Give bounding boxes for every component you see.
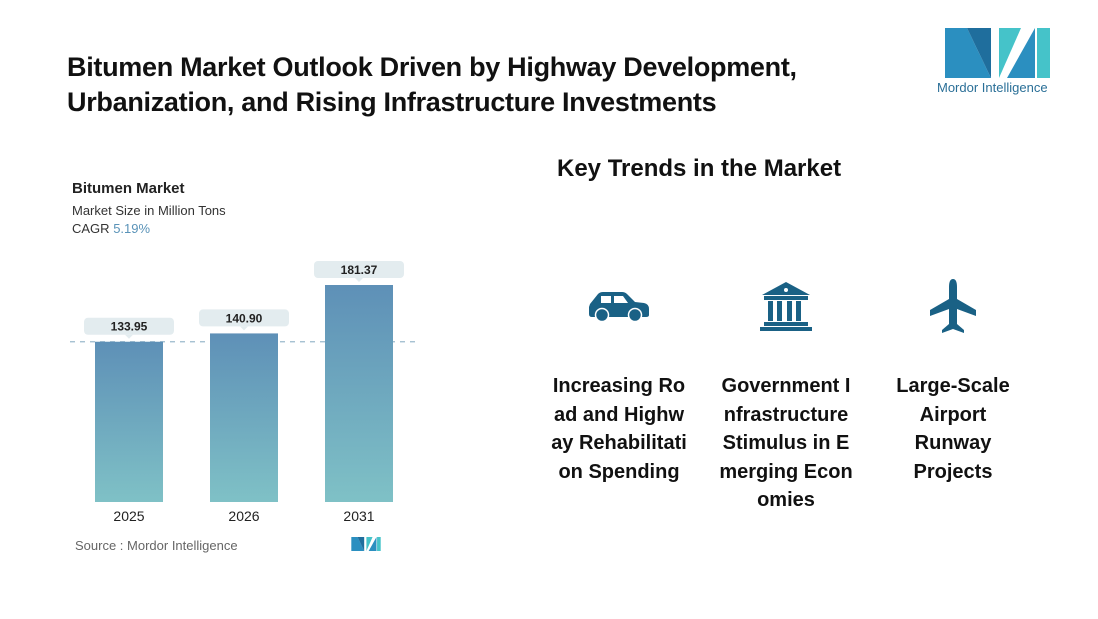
- bar-2025: [95, 341, 163, 502]
- value-label: 181.37: [341, 263, 378, 277]
- car-icon: [589, 292, 649, 322]
- value-label-pointer: [125, 334, 133, 339]
- title-line-1: Bitumen Market Outlook Driven by Highway…: [67, 52, 797, 82]
- mordor-intelligence-logo: [945, 28, 1050, 78]
- page-title: Bitumen Market Outlook Driven by Highway…: [67, 50, 797, 120]
- source-logo-icon: [351, 537, 381, 551]
- x-tick-label: 2026: [228, 508, 259, 524]
- cagr-value: 5.19%: [113, 221, 151, 236]
- trend-airport-runway: Large-Scale Airport Runway Projects: [896, 375, 1010, 483]
- x-tick-label: 2031: [343, 508, 374, 524]
- value-label-bg: [199, 309, 289, 327]
- bar-2026: [210, 333, 278, 502]
- trend-government-stimulus: Government Infrastructure Stimulus in Em…: [719, 375, 853, 511]
- government-building-icon: [760, 282, 812, 331]
- x-tick-label: 2025: [113, 508, 144, 524]
- key-trends-heading: Key Trends in the Market: [557, 155, 842, 182]
- airplane-icon: [930, 279, 976, 333]
- cagr-label: CAGR: [72, 221, 110, 236]
- value-label-pointer: [240, 326, 248, 331]
- value-label-pointer: [355, 278, 363, 282]
- title-line-2: Urbanization, and Rising Infrastructure …: [67, 87, 717, 117]
- cagr: CAGR 5.19%: [72, 221, 150, 236]
- value-label-bg: [84, 317, 174, 335]
- value-label-bg: [314, 261, 404, 278]
- logo-text: Mordor Intelligence: [937, 80, 1048, 95]
- source-note: Source : Mordor Intelligence: [75, 538, 238, 553]
- chart-subtitle: Market Size in Million Tons: [72, 203, 226, 218]
- value-label: 133.95: [111, 320, 148, 334]
- chart-title: Bitumen Market: [72, 180, 185, 197]
- trend-road-rehabilitation: Increasing Road and Highway Rehabilitati…: [551, 375, 687, 483]
- bar-2031: [325, 285, 393, 502]
- value-label: 140.90: [226, 311, 263, 325]
